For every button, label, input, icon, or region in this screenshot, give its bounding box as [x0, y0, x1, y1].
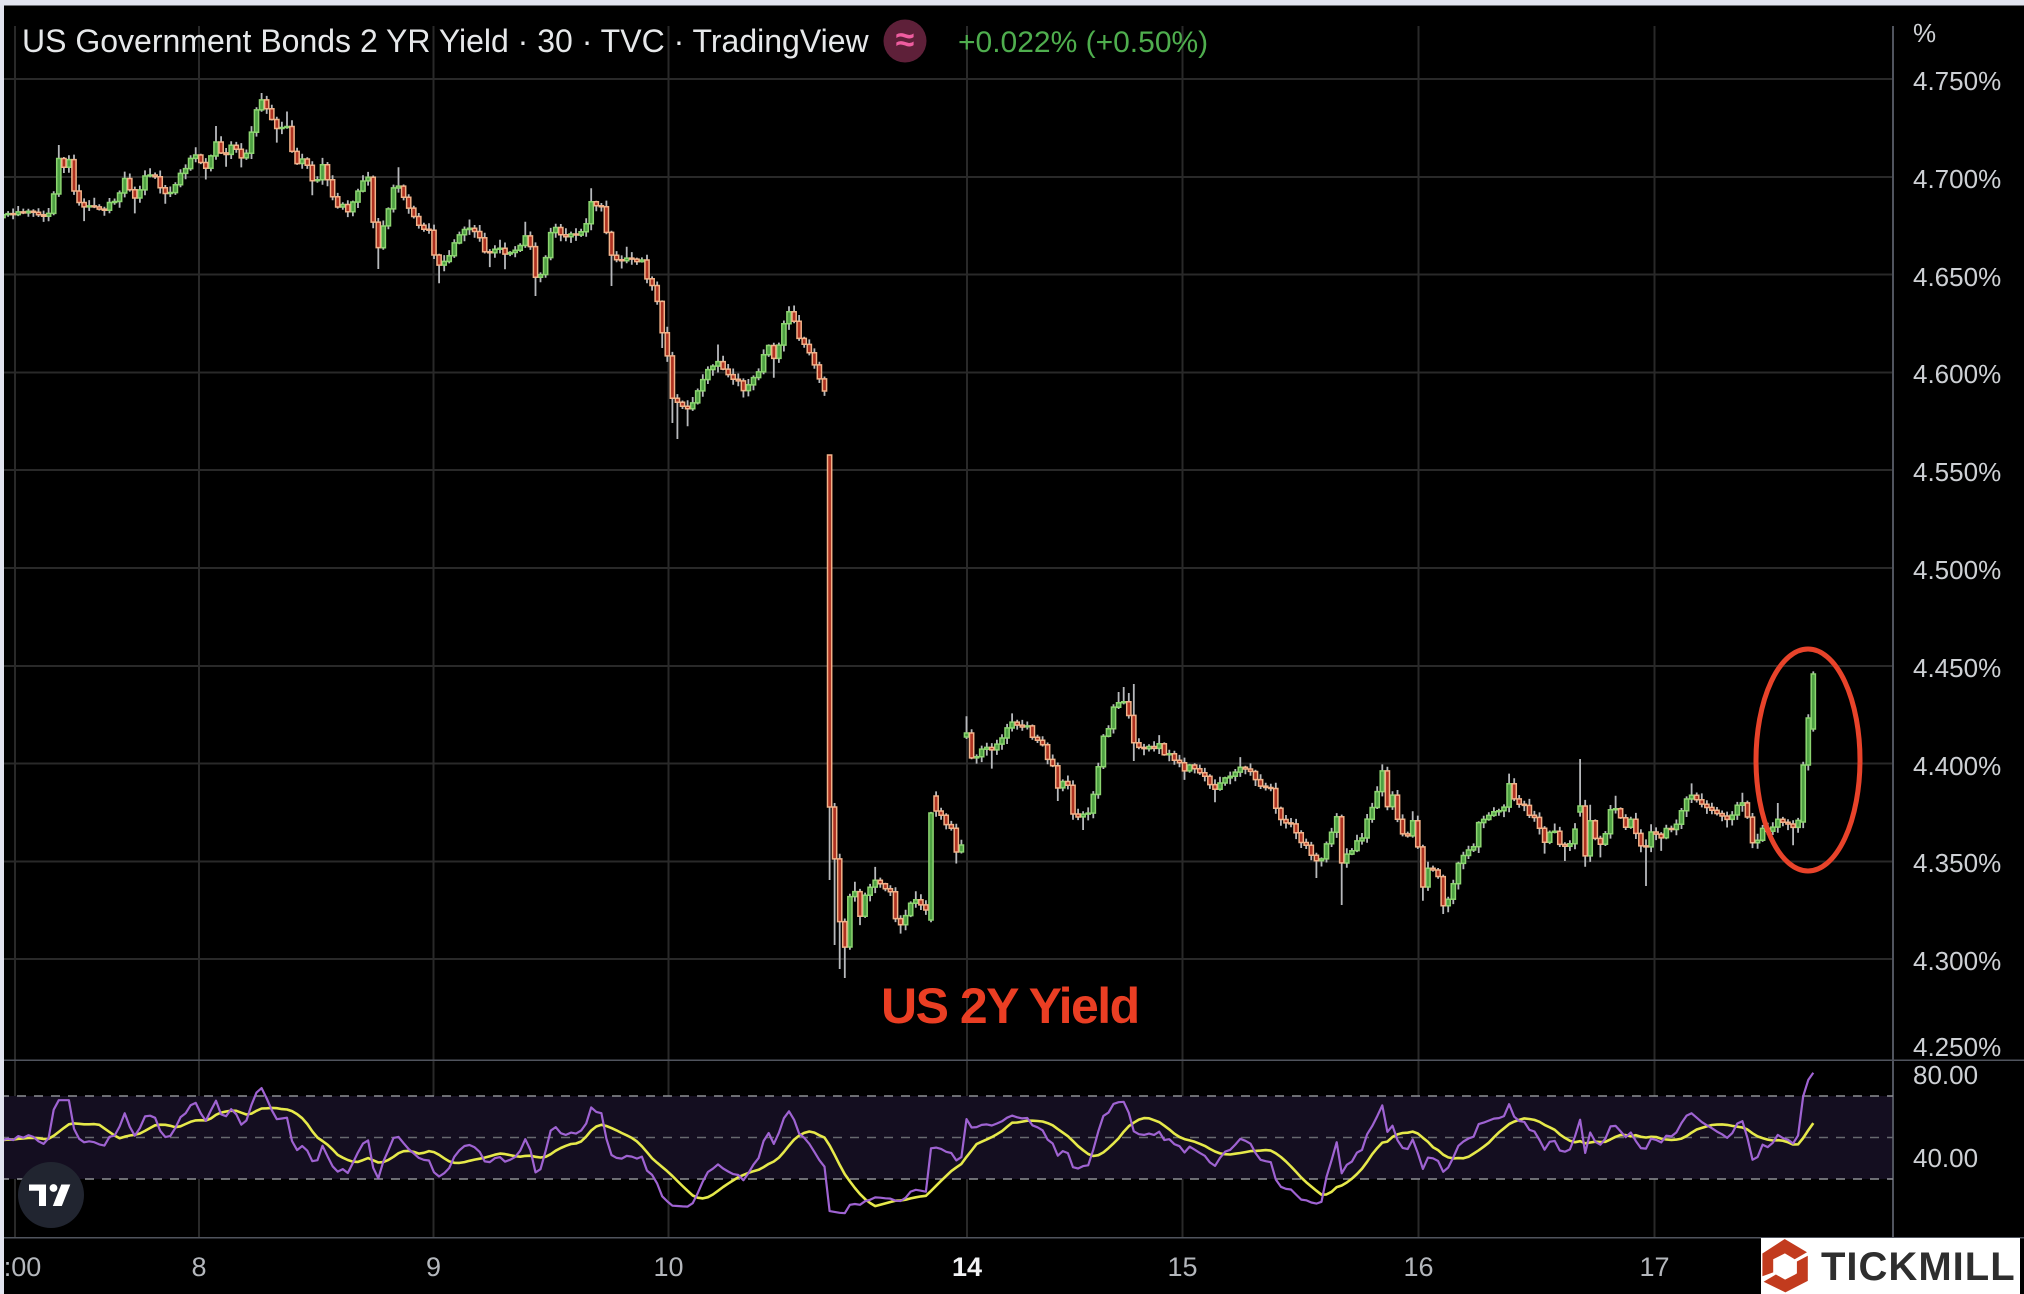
- svg-text:4.650%: 4.650%: [1913, 262, 2001, 292]
- svg-text:4.350%: 4.350%: [1913, 848, 2001, 878]
- svg-text:TICKMILL: TICKMILL: [1821, 1245, 2016, 1289]
- svg-text:40.00: 40.00: [1913, 1143, 1978, 1173]
- svg-text:4.450%: 4.450%: [1913, 653, 2001, 683]
- svg-text:%: %: [1913, 18, 1936, 48]
- svg-text:US 2Y Yield: US 2Y Yield: [881, 978, 1139, 1034]
- svg-text:15: 15: [1167, 1252, 1197, 1282]
- svg-text:4.600%: 4.600%: [1913, 359, 2001, 389]
- svg-text:4.750%: 4.750%: [1913, 66, 2001, 96]
- svg-text:4.400%: 4.400%: [1913, 751, 2001, 781]
- svg-text:9: 9: [426, 1252, 441, 1282]
- svg-text:16: 16: [1403, 1252, 1433, 1282]
- svg-text:+0.022% (+0.50%): +0.022% (+0.50%): [958, 26, 1208, 59]
- svg-text:6:00: 6:00: [0, 1252, 41, 1282]
- svg-text:4.500%: 4.500%: [1913, 555, 2001, 585]
- svg-text:14: 14: [952, 1252, 982, 1282]
- svg-text:4.700%: 4.700%: [1913, 164, 2001, 194]
- svg-text:US Government Bonds 2 YR Yield: US Government Bonds 2 YR Yield · 30 · TV…: [22, 23, 870, 59]
- svg-text:10: 10: [653, 1252, 683, 1282]
- svg-text:80.00: 80.00: [1913, 1060, 1978, 1090]
- svg-text:8: 8: [191, 1252, 206, 1282]
- svg-text:4.250%: 4.250%: [1913, 1032, 2001, 1062]
- svg-text:≈: ≈: [896, 21, 915, 59]
- svg-text:4.550%: 4.550%: [1913, 457, 2001, 487]
- svg-text:17: 17: [1639, 1252, 1669, 1282]
- svg-text:4.300%: 4.300%: [1913, 946, 2001, 976]
